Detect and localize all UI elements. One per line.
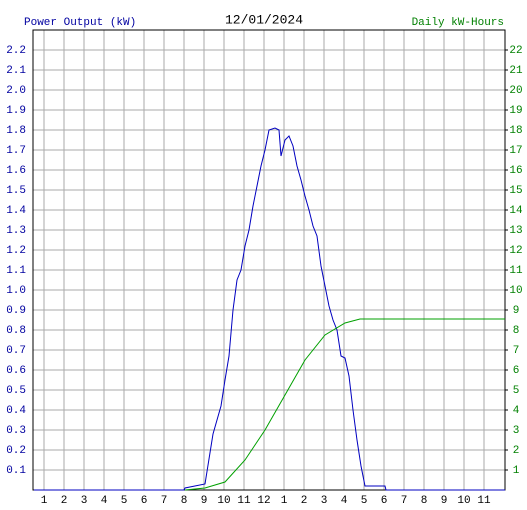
x-tick-label: 7	[401, 495, 408, 507]
y-tick-label: 1.9	[6, 105, 26, 117]
y2-tick-label: 14	[509, 205, 523, 217]
y2-tick-label: 15	[509, 185, 522, 197]
x-tick-label: 5	[361, 495, 368, 507]
y2-tick-label: 13	[509, 225, 522, 237]
y2-tick-label: 8	[513, 325, 520, 337]
y-tick-label: 1.6	[6, 165, 26, 177]
y-tick-label: 1.1	[6, 265, 26, 277]
y2-tick-label: 11	[509, 265, 523, 277]
y2-tick-label: 9	[513, 305, 520, 317]
y-axis-label: Power Output (kW)	[24, 17, 136, 29]
y-tick-label: 1.5	[6, 185, 26, 197]
y-tick-label: 2.1	[6, 65, 26, 77]
x-tick-label: 1	[41, 495, 48, 507]
x-tick-label: 8	[181, 495, 188, 507]
y2-axis-label: Daily kW-Hours	[412, 17, 504, 29]
x-tick-label: 3	[81, 495, 88, 507]
y2-tick-label: 17	[509, 145, 522, 157]
x-tick-label: 12	[257, 495, 270, 507]
x-tick-label: 2	[61, 495, 68, 507]
y-tick-label: 1.3	[6, 225, 26, 237]
y2-tick-label: 7	[513, 345, 520, 357]
y2-tick-label: 5	[513, 385, 520, 397]
x-tick-label: 4	[341, 495, 348, 507]
x-tick-label: 9	[441, 495, 448, 507]
x-tick-label: 5	[121, 495, 128, 507]
y-tick-label: 0.9	[6, 305, 26, 317]
x-tick-label: 10	[457, 495, 470, 507]
y2-tick-label: 16	[509, 165, 522, 177]
y-tick-label: 2.0	[6, 85, 26, 97]
y-tick-label: 0.5	[6, 385, 26, 397]
y2-tick-label: 10	[509, 285, 522, 297]
y2-tick-label: 4	[513, 405, 520, 417]
y-tick-label: 1.2	[6, 245, 26, 257]
x-tick-label: 6	[381, 495, 388, 507]
x-tick-label: 8	[421, 495, 428, 507]
x-tick-label: 4	[101, 495, 108, 507]
y2-tick-label: 22	[509, 45, 522, 57]
y-tick-label: 1.8	[6, 125, 26, 137]
y-tick-label: 0.8	[6, 325, 26, 337]
y-tick-label: 0.3	[6, 425, 26, 437]
series-line	[184, 318, 505, 491]
y2-tick-label: 1	[513, 465, 520, 477]
plot-border	[32, 29, 506, 491]
y-tick-label: 0.1	[6, 465, 26, 477]
y2-tick-label: 20	[509, 85, 522, 97]
y2-tick-label: 12	[509, 245, 522, 257]
y-tick-label: 0.2	[6, 445, 26, 457]
x-tick-label: 6	[141, 495, 148, 507]
y-tick-label: 0.4	[6, 405, 26, 417]
x-tick-label: 11	[477, 495, 491, 507]
x-tick-label: 3	[321, 495, 328, 507]
y-tick-label: 0.7	[6, 345, 26, 357]
x-tick-label: 9	[201, 495, 208, 507]
x-tick-label: 1	[281, 495, 288, 507]
y2-tick-label: 3	[513, 425, 520, 437]
y-tick-label: 1.4	[6, 205, 26, 217]
y2-tick-label: 21	[509, 65, 523, 77]
x-tick-label: 2	[301, 495, 308, 507]
chart-title: 12/01/2024	[225, 12, 303, 27]
y2-tick-label: 18	[509, 125, 522, 137]
y2-tick-label: 2	[513, 445, 520, 457]
y-tick-label: 1.0	[6, 285, 26, 297]
y-tick-label: 0.6	[6, 365, 26, 377]
y-tick-label: 1.7	[6, 145, 26, 157]
y2-tick-label: 19	[509, 105, 522, 117]
x-tick-label: 7	[161, 495, 168, 507]
y-tick-label: 2.2	[6, 45, 26, 57]
x-tick-label: 10	[217, 495, 230, 507]
series-line	[34, 127, 505, 491]
x-tick-label: 11	[237, 495, 251, 507]
y2-tick-label: 6	[513, 365, 520, 377]
